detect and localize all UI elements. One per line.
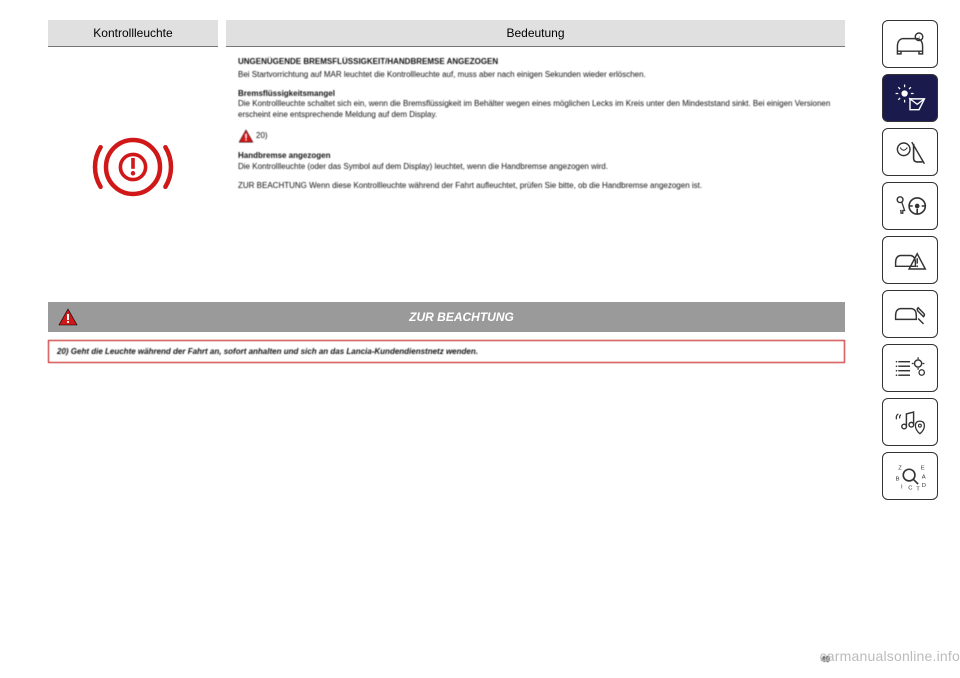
table-header-bedeutung: Bedeutung bbox=[226, 20, 845, 47]
desc-para4: ZUR BEACHTUNG Wenn diese Kontrollleuchte… bbox=[238, 181, 833, 192]
warning-box-text: 20) Geht die Leuchte während der Fahrt a… bbox=[57, 347, 478, 356]
tab-safety[interactable] bbox=[882, 128, 938, 176]
desc-title: UNGENÜGENDE BREMSFLÜSSIGKEIT/HANDBREMSE … bbox=[238, 57, 833, 68]
table-column-left: Kontrollleuchte bbox=[48, 20, 218, 287]
tab-multimedia[interactable] bbox=[882, 398, 938, 446]
key-steering-icon bbox=[892, 189, 928, 223]
car-wrench-icon bbox=[892, 297, 928, 331]
tab-warning-lights[interactable] bbox=[882, 74, 938, 122]
tab-specs[interactable] bbox=[882, 344, 938, 392]
car-info-icon: i bbox=[892, 27, 928, 61]
airbag-seat-icon bbox=[892, 135, 928, 169]
page-content: Kontrollleuchte Bedeutung UNGENÜGENDE BR… bbox=[0, 0, 845, 678]
watermark: carmanualsonline.info bbox=[820, 648, 960, 664]
svg-text:Z: Z bbox=[898, 466, 902, 472]
svg-text:C: C bbox=[908, 486, 912, 492]
desc-sub2: Handbremse angezogen bbox=[238, 151, 833, 162]
table-cell-description: UNGENÜGENDE BREMSFLÜSSIGKEIT/HANDBREMSE … bbox=[226, 47, 845, 287]
table-header-kontrollleuchte: Kontrollleuchte bbox=[48, 20, 218, 47]
search-letters-icon: Z E B A I C T D bbox=[892, 459, 928, 493]
tab-maintenance[interactable] bbox=[882, 290, 938, 338]
notice-bar: ZUR BEACHTUNG bbox=[48, 302, 845, 332]
svg-text:E: E bbox=[921, 466, 925, 472]
notice-label: ZUR BEACHTUNG bbox=[88, 310, 835, 324]
desc-sub1: Bremsflüssigkeitsmangel bbox=[238, 89, 833, 100]
warning-triangle-icon bbox=[58, 308, 78, 326]
svg-text:T: T bbox=[916, 486, 920, 492]
svg-text:A: A bbox=[922, 475, 926, 481]
music-location-icon bbox=[892, 405, 928, 439]
table-column-right: Bedeutung UNGENÜGENDE BREMSFLÜSSIGKEIT/H… bbox=[226, 20, 845, 287]
list-gears-icon bbox=[892, 351, 928, 385]
desc-para2: Die Kontrollleuchte schaltet sich ein, w… bbox=[238, 99, 833, 121]
tab-driving[interactable] bbox=[882, 236, 938, 284]
tab-steering-key[interactable] bbox=[882, 182, 938, 230]
svg-text:I: I bbox=[901, 485, 903, 491]
warning-lights-icon bbox=[892, 81, 928, 115]
brake-warning-icon bbox=[88, 122, 178, 212]
inline-warning-ref: 20) bbox=[238, 129, 268, 143]
tab-index[interactable]: Z E B A I C T D bbox=[882, 452, 938, 500]
warning-box: 20) Geht die Leuchte während der Fahrt a… bbox=[48, 340, 845, 363]
svg-text:D: D bbox=[922, 483, 926, 489]
warning-ref-text: 20) bbox=[256, 131, 268, 142]
section-tabs-sidebar: i bbox=[882, 20, 938, 500]
desc-para3: Die Kontrollleuchte (oder das Symbol auf… bbox=[238, 162, 833, 173]
table-cell-icon bbox=[48, 47, 218, 287]
car-hazard-icon bbox=[892, 243, 928, 277]
warning-light-table: Kontrollleuchte Bedeutung UNGENÜGENDE BR… bbox=[48, 20, 845, 287]
svg-text:B: B bbox=[896, 477, 900, 483]
desc-para1: Bei Startvorrichtung auf MAR leuchtet di… bbox=[238, 70, 833, 81]
warning-triangle-icon bbox=[238, 129, 254, 143]
tab-vehicle-info[interactable]: i bbox=[882, 20, 938, 68]
